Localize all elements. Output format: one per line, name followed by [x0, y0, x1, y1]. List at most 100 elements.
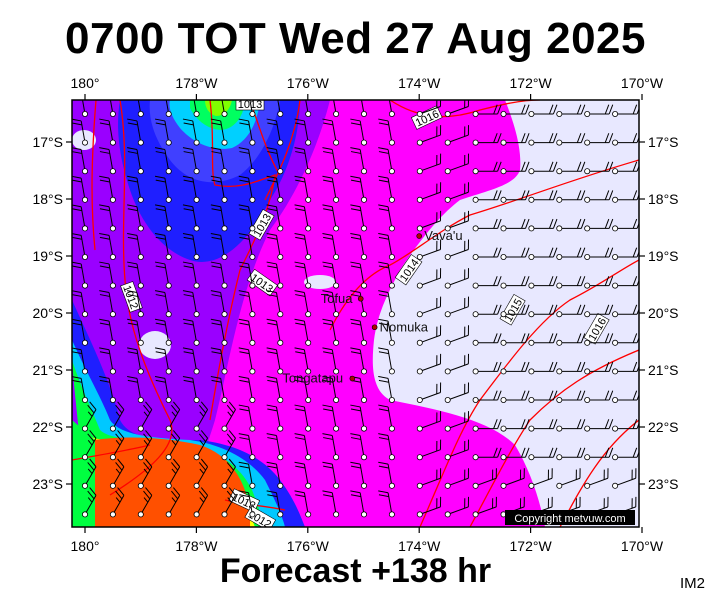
wind-barb — [210, 318, 228, 346]
wind-barb — [193, 430, 209, 461]
wind-barb — [416, 325, 442, 346]
wind-barb — [556, 447, 586, 461]
wind-barb — [99, 147, 116, 175]
wind-barb — [350, 261, 367, 289]
wind-barb — [182, 318, 200, 346]
wind-barb — [500, 247, 530, 260]
wind-barb — [238, 490, 256, 518]
wind-barb — [72, 347, 89, 375]
lon-label-bottom: 170°W — [621, 538, 664, 554]
wind-barb — [99, 347, 116, 375]
wind-barb — [127, 232, 144, 260]
wind-barb — [444, 210, 470, 232]
lon-label-top: 172°W — [510, 75, 553, 91]
wind-barb — [109, 458, 125, 489]
wind-barb — [500, 161, 530, 175]
wind-barb — [154, 232, 172, 260]
wind-barb — [472, 104, 502, 118]
wind-barb — [210, 175, 228, 203]
wind-barb — [322, 290, 340, 318]
map-ticks: 180° 180° 178°W 178°W 176°W 176°W 174°W 174°W 17… — [32, 75, 678, 554]
wind-barb — [612, 468, 637, 489]
wind-barb — [416, 239, 442, 260]
wind-barb — [266, 404, 284, 432]
wind-barb — [294, 261, 312, 289]
wind-barb — [82, 430, 97, 461]
wind-barb — [416, 382, 442, 403]
wind-barb — [82, 487, 97, 518]
wind-barb — [266, 375, 284, 403]
wind-barb — [378, 147, 395, 175]
wind-barb — [238, 404, 256, 432]
map-title: 0700 TOT Wed 27 Aug 2025 — [65, 14, 646, 63]
wind-barb — [378, 204, 395, 232]
wind-barb — [210, 347, 228, 375]
wind-barb — [350, 175, 367, 203]
wind-barb — [266, 461, 284, 489]
wind-barb — [294, 204, 312, 232]
wind-barb — [350, 204, 367, 232]
wind-barb — [72, 376, 89, 403]
wind-barb — [500, 468, 525, 489]
wind-barb — [333, 100, 340, 118]
wind-barb — [294, 461, 312, 489]
wind-barb — [556, 361, 586, 375]
wind-barb — [99, 232, 116, 260]
wind-barb — [528, 304, 558, 318]
wind-barb — [322, 175, 340, 203]
wind-barb — [294, 318, 312, 346]
wind-barb — [472, 468, 497, 489]
wind-barb — [109, 487, 125, 518]
place-marker: Vava'u — [416, 228, 463, 243]
wind-barb — [322, 347, 340, 375]
wind-barb — [294, 175, 312, 203]
wind-barb — [182, 147, 200, 175]
wind-barb — [500, 447, 530, 461]
wind-barb — [472, 276, 502, 289]
isobar — [109, 100, 173, 496]
lat-label-left: 19°S — [32, 248, 63, 264]
wind-barb — [182, 175, 200, 203]
place-label: Nomuka — [380, 319, 429, 334]
wind-barb — [500, 361, 530, 375]
wind-barb — [193, 487, 209, 518]
wind-barb — [500, 390, 530, 403]
wind-barb — [238, 261, 256, 289]
wind-barb — [127, 318, 144, 346]
copyright-box — [505, 510, 635, 525]
wind-barb — [137, 430, 153, 461]
wind-barb — [444, 296, 470, 318]
wind-barb — [556, 218, 586, 232]
wind-barb — [528, 447, 558, 461]
wind-barb — [294, 147, 312, 175]
lon-label-top: 180° — [71, 75, 100, 91]
wind-barb — [182, 118, 200, 146]
wind-barb — [350, 461, 367, 489]
wind-barb — [221, 458, 236, 489]
wind-barb — [584, 133, 614, 146]
wind-barb — [99, 318, 116, 346]
wind-barb — [322, 404, 340, 432]
place-marker: Tofua — [321, 291, 364, 306]
wind-barb — [584, 104, 614, 118]
wind-barb — [416, 296, 442, 318]
isobar — [469, 349, 639, 527]
wind-barb — [350, 147, 367, 175]
wind-barb — [350, 232, 367, 260]
wind-barb — [612, 333, 639, 346]
wind-barb — [378, 404, 395, 432]
wind-barb — [165, 100, 172, 118]
wind-barb — [472, 447, 502, 461]
wind-barb — [266, 147, 284, 175]
wind-barb — [294, 404, 312, 432]
wind-barb — [221, 100, 228, 118]
wind-barb — [127, 261, 144, 289]
wind-barb — [109, 401, 125, 432]
wind-barb — [584, 361, 614, 375]
lat-label-right: 23°S — [648, 476, 679, 492]
wind-barb — [378, 461, 395, 489]
lon-label-bottom: 172°W — [510, 538, 553, 554]
wind-barb — [472, 161, 502, 175]
wind-barb — [193, 401, 209, 432]
wind-barb — [238, 461, 256, 489]
